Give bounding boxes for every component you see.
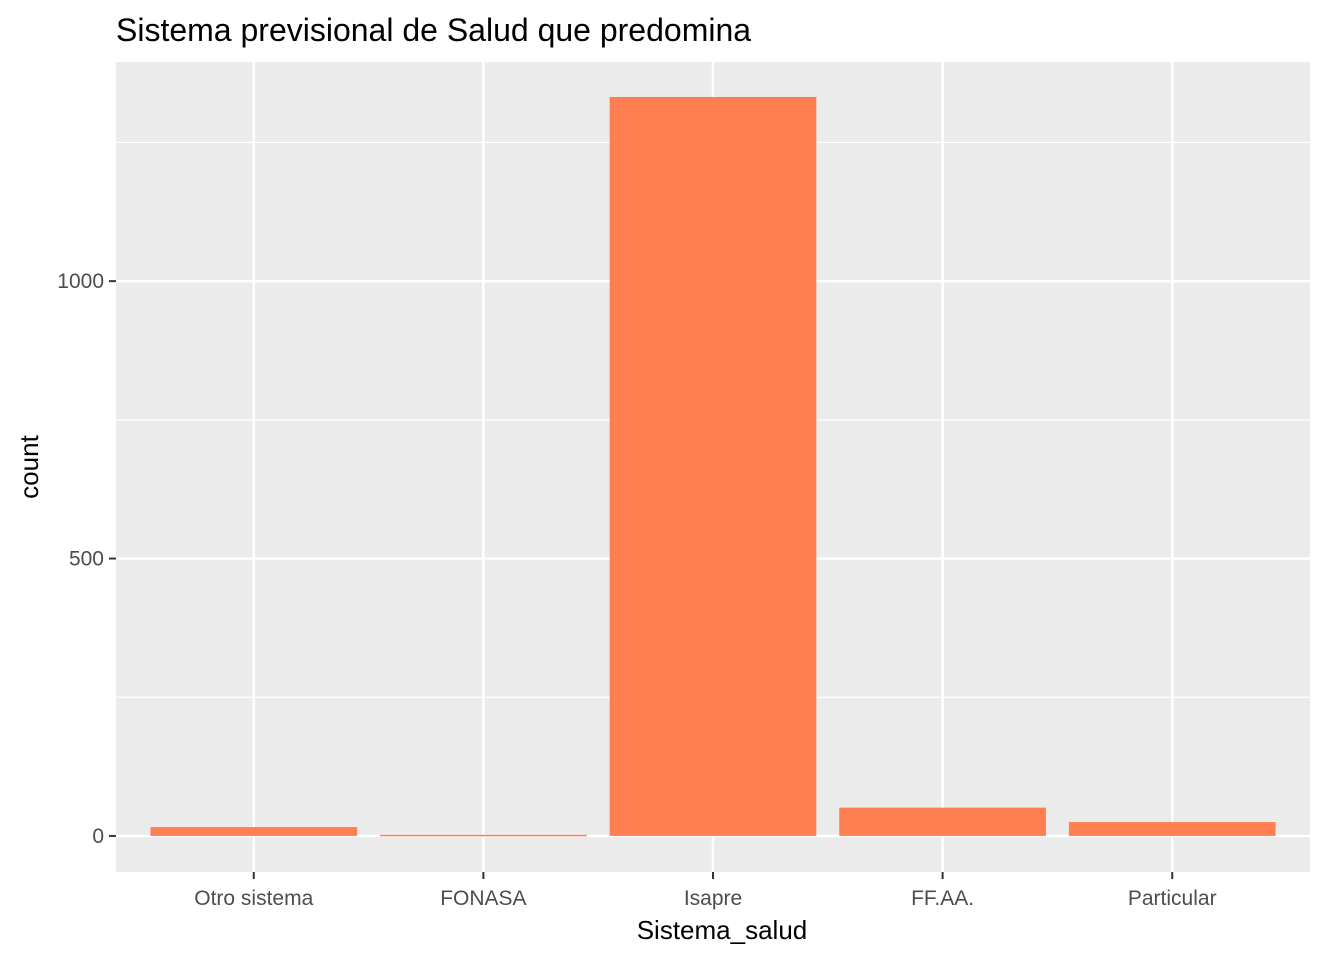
chart-title: Sistema previsional de Salud que predomi… bbox=[116, 12, 751, 48]
y-axis-title: count bbox=[14, 434, 44, 498]
y-tick-label: 1000 bbox=[57, 270, 104, 293]
y-tick-label: 500 bbox=[69, 548, 104, 571]
x-tick-label: Isapre bbox=[684, 887, 742, 910]
y-tick-label: 0 bbox=[92, 825, 104, 848]
bar-ff-aa- bbox=[839, 807, 1046, 836]
x-tick-label: Otro sistema bbox=[194, 887, 313, 910]
bar-isapre bbox=[609, 96, 817, 836]
x-tick-label: Particular bbox=[1128, 887, 1217, 910]
x-tick-label: FF.AA. bbox=[911, 887, 974, 910]
bar-otro-sistema bbox=[150, 827, 358, 836]
x-axis: Otro sistema FONASA Isapre FF.AA. Particular bbox=[194, 872, 1217, 910]
bar-fonasa bbox=[380, 834, 587, 837]
bar-particular bbox=[1068, 822, 1276, 836]
x-tick-label: FONASA bbox=[440, 887, 526, 910]
y-axis: 0 500 1000 bbox=[57, 270, 116, 848]
bars bbox=[150, 96, 1276, 837]
x-axis-title: Sistema_salud bbox=[637, 915, 808, 945]
